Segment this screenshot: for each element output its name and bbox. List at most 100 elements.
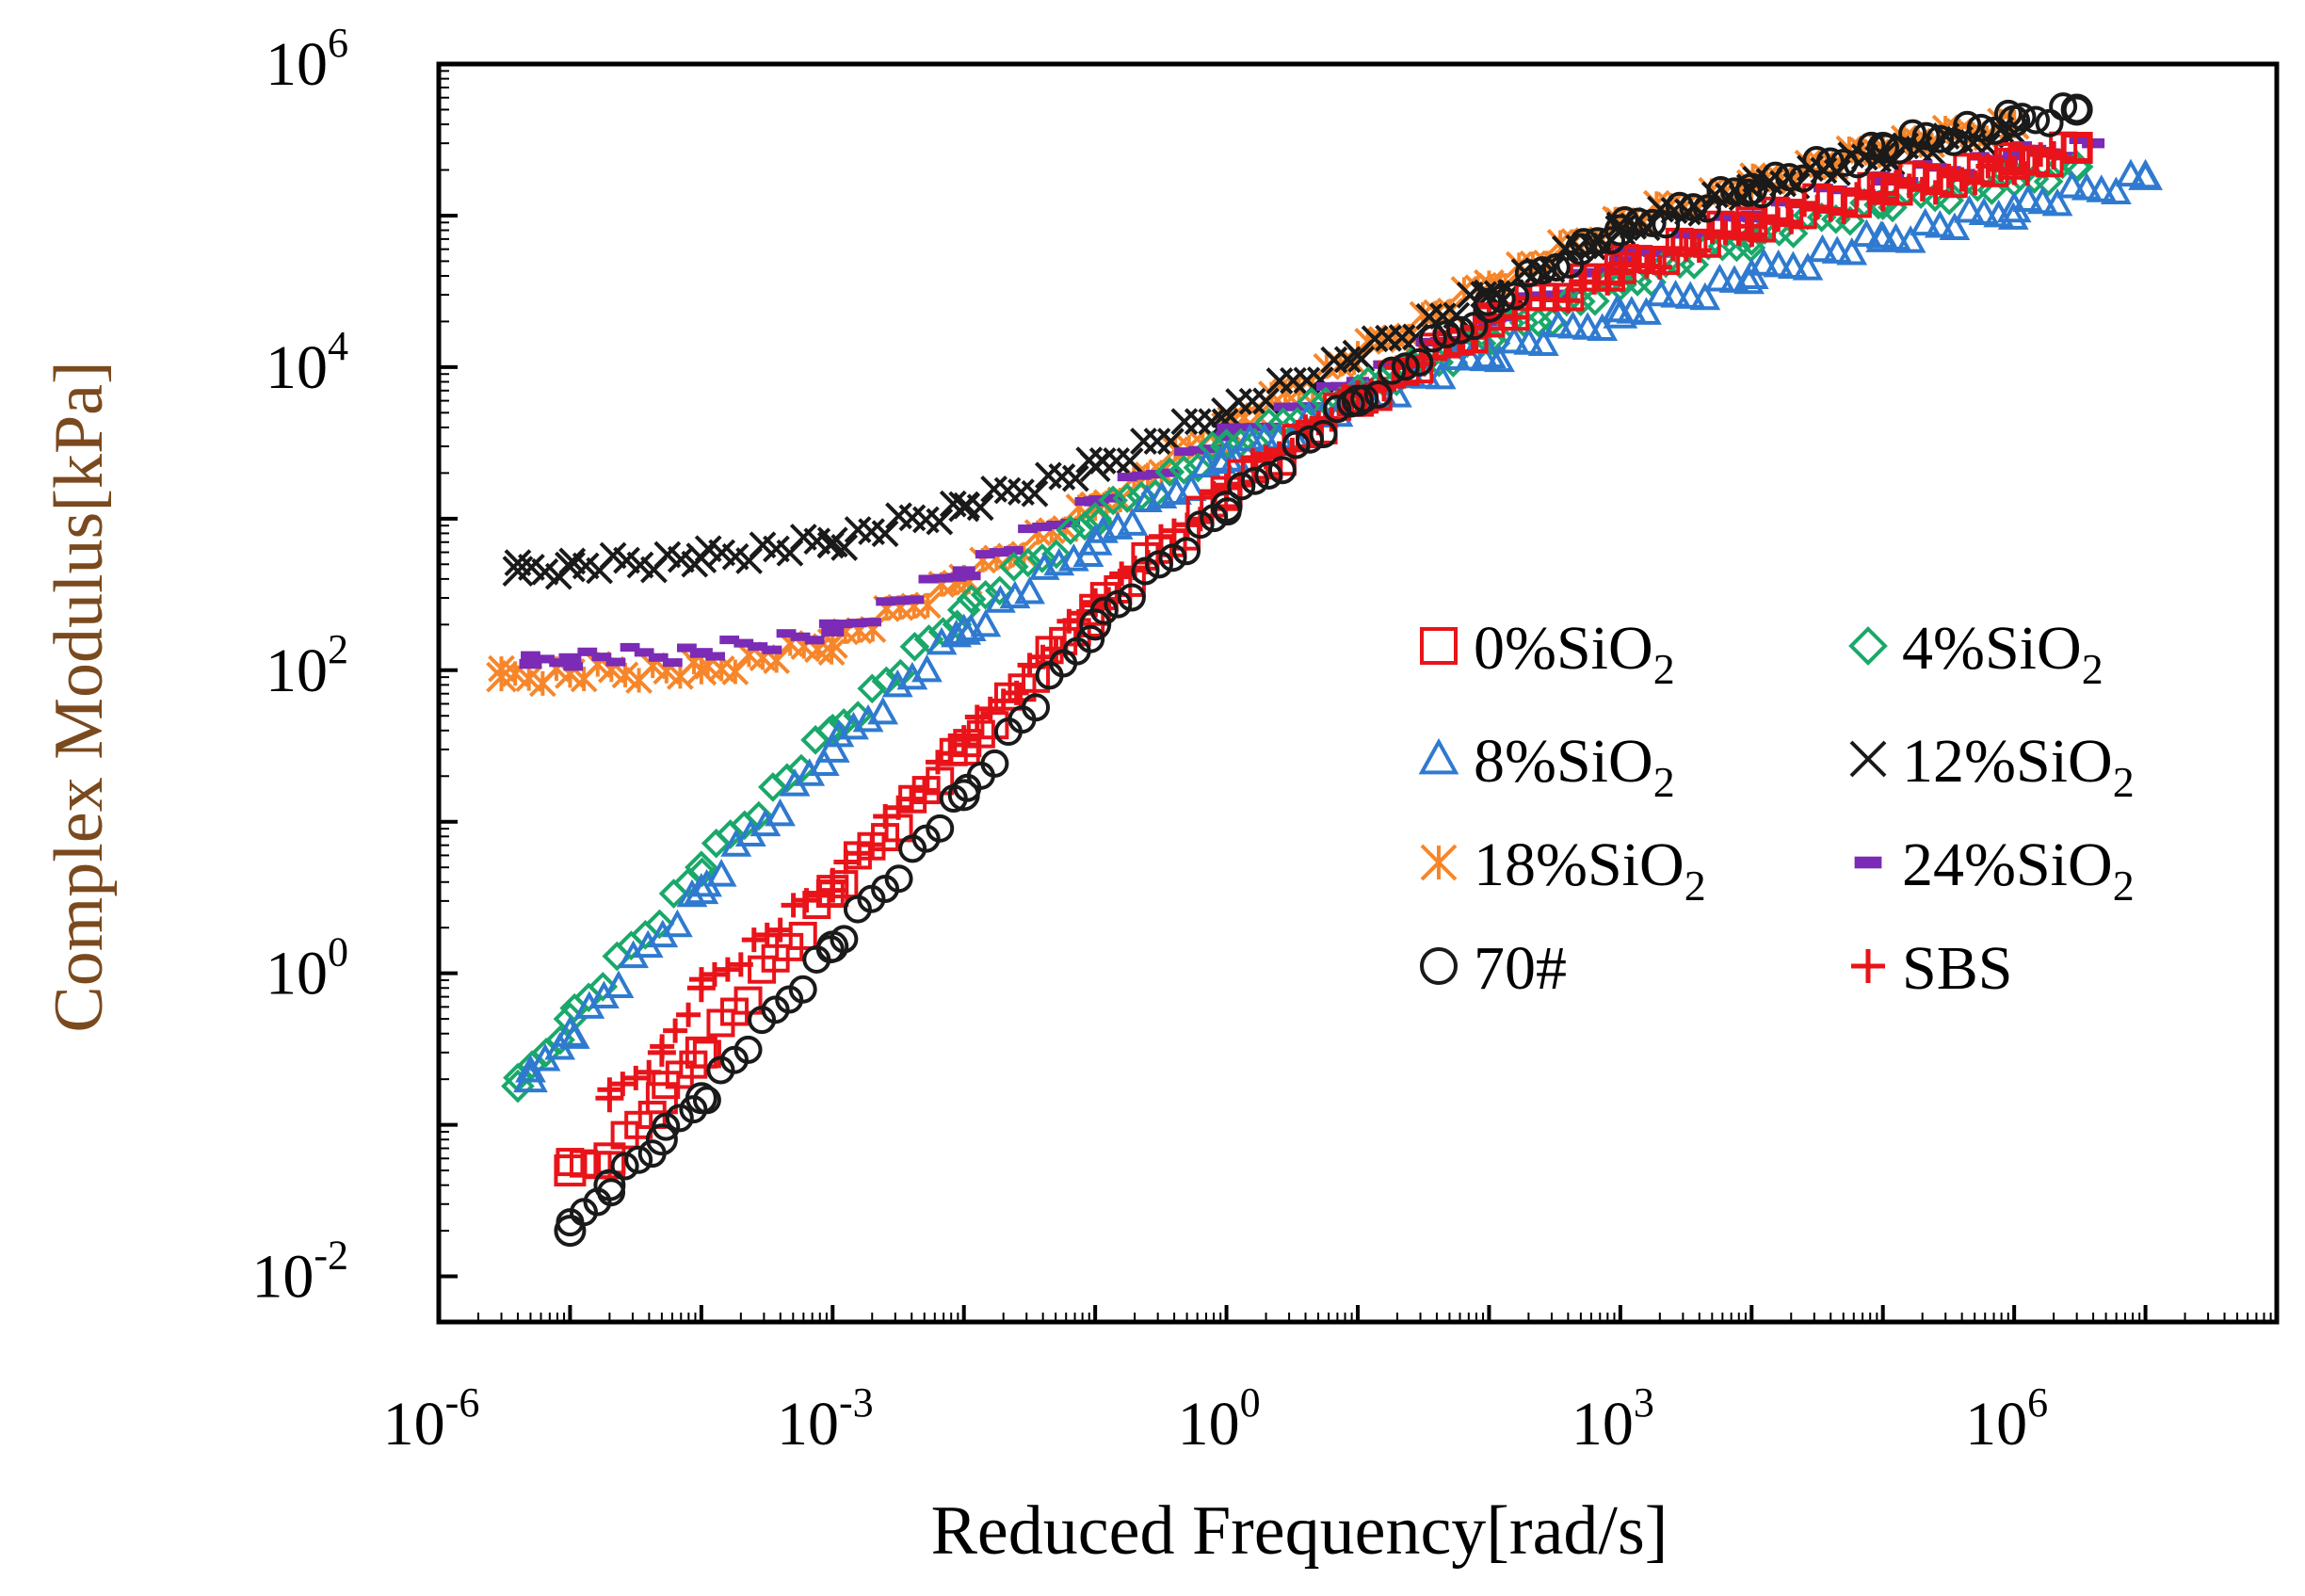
data-point	[705, 859, 737, 887]
data-point	[970, 608, 1002, 637]
data-point	[1898, 119, 1927, 148]
legend-item: SBS	[1851, 934, 2012, 1003]
data-point	[691, 648, 711, 658]
data-point	[781, 893, 806, 918]
data-point	[1580, 285, 1610, 316]
data-point	[1850, 218, 1882, 248]
data-point	[1792, 252, 1824, 281]
data-point	[1213, 497, 1242, 526]
data-point	[2035, 108, 2064, 137]
data-point	[899, 631, 930, 662]
data-point	[1679, 193, 1708, 222]
legend-label: 0%SiO2	[1474, 614, 1675, 693]
data-point	[991, 688, 1016, 714]
data-point	[1501, 282, 1530, 311]
data-point	[1802, 146, 1831, 175]
data-point	[1807, 234, 1838, 263]
data-point	[1131, 471, 1152, 480]
data-point	[1997, 202, 2029, 230]
data-point	[970, 579, 1001, 610]
data-point	[1004, 680, 1029, 705]
data-point	[733, 1035, 763, 1064]
data-point	[754, 922, 780, 947]
data-point	[577, 647, 598, 656]
y-tick-label: 100	[266, 929, 348, 1008]
data-point	[1733, 178, 1763, 207]
data-point	[1923, 180, 1948, 205]
data-point	[767, 917, 793, 943]
data-point	[1217, 423, 1237, 432]
data-point	[1076, 624, 1105, 653]
data-point	[521, 651, 540, 660]
data-point	[1012, 547, 1043, 578]
data-point	[692, 1086, 721, 1115]
data-point	[2062, 133, 2091, 162]
data-point	[554, 1215, 587, 1248]
data-point	[1197, 430, 1228, 461]
data-point	[1528, 256, 1557, 285]
data-point	[1704, 264, 1735, 292]
data-point	[597, 1077, 622, 1103]
data-point	[1815, 147, 1845, 176]
x-tick-label: 10-3	[777, 1379, 874, 1459]
data-point	[1060, 518, 1081, 528]
data-point	[1378, 356, 1407, 385]
data-point	[733, 986, 763, 1015]
data-point	[1185, 510, 1215, 540]
data-point	[1159, 468, 1180, 477]
data-point	[1748, 248, 1780, 276]
data-point	[1637, 208, 1667, 237]
data-point	[1936, 163, 1961, 188]
data-point	[1805, 194, 1830, 219]
data-point	[1103, 447, 1131, 475]
data-point	[1004, 546, 1024, 556]
data-point	[1514, 259, 1543, 288]
data-point	[1172, 537, 1201, 566]
data-point	[558, 1021, 590, 1049]
data-point	[1857, 131, 1886, 160]
legend-label: 12%SiO2	[1902, 727, 2135, 806]
data-point	[1215, 431, 1238, 442]
data-point	[650, 1034, 675, 1059]
legend-item: 24%SiO2	[1854, 830, 2135, 910]
x-tick-label: 103	[1572, 1379, 1654, 1459]
data-point	[1405, 347, 1434, 377]
data-point	[1112, 483, 1143, 513]
legend-label: 18%SiO2	[1474, 830, 1706, 910]
legend-marker-circle	[1420, 947, 1458, 985]
data-point	[689, 967, 715, 992]
data-point	[1432, 320, 1461, 349]
data-point	[980, 711, 1009, 740]
data-point	[952, 566, 975, 576]
data-point	[620, 642, 640, 653]
data-point	[1884, 136, 1913, 165]
data-point	[1616, 296, 1648, 324]
data-point	[808, 748, 840, 777]
data-point	[1529, 291, 1550, 300]
data-point	[857, 673, 888, 704]
data-point	[719, 636, 740, 645]
data-point	[648, 653, 669, 662]
data-point	[2062, 95, 2091, 124]
data-point	[741, 927, 766, 953]
data-point	[1117, 508, 1149, 536]
legend-marker-dash	[1854, 856, 1882, 869]
data-point	[832, 620, 853, 629]
legend-marker-plus	[1851, 949, 1885, 983]
data-point	[938, 741, 963, 766]
data-point	[1474, 287, 1503, 316]
legend-marker-diamond	[1848, 626, 1888, 666]
x-tick-label: 106	[1965, 1379, 2048, 1459]
data-point	[1983, 199, 2015, 228]
data-point	[2086, 174, 2118, 202]
data-point	[1158, 543, 1187, 572]
data-point	[591, 653, 612, 662]
data-point	[1254, 460, 1283, 490]
series-1	[554, 131, 2093, 1187]
data-point	[1778, 218, 1809, 249]
data-point	[2056, 169, 2088, 199]
plot-area-frame	[436, 61, 2280, 1325]
data-point	[884, 864, 913, 894]
data-point	[1267, 456, 1297, 485]
data-point	[1098, 485, 1128, 516]
